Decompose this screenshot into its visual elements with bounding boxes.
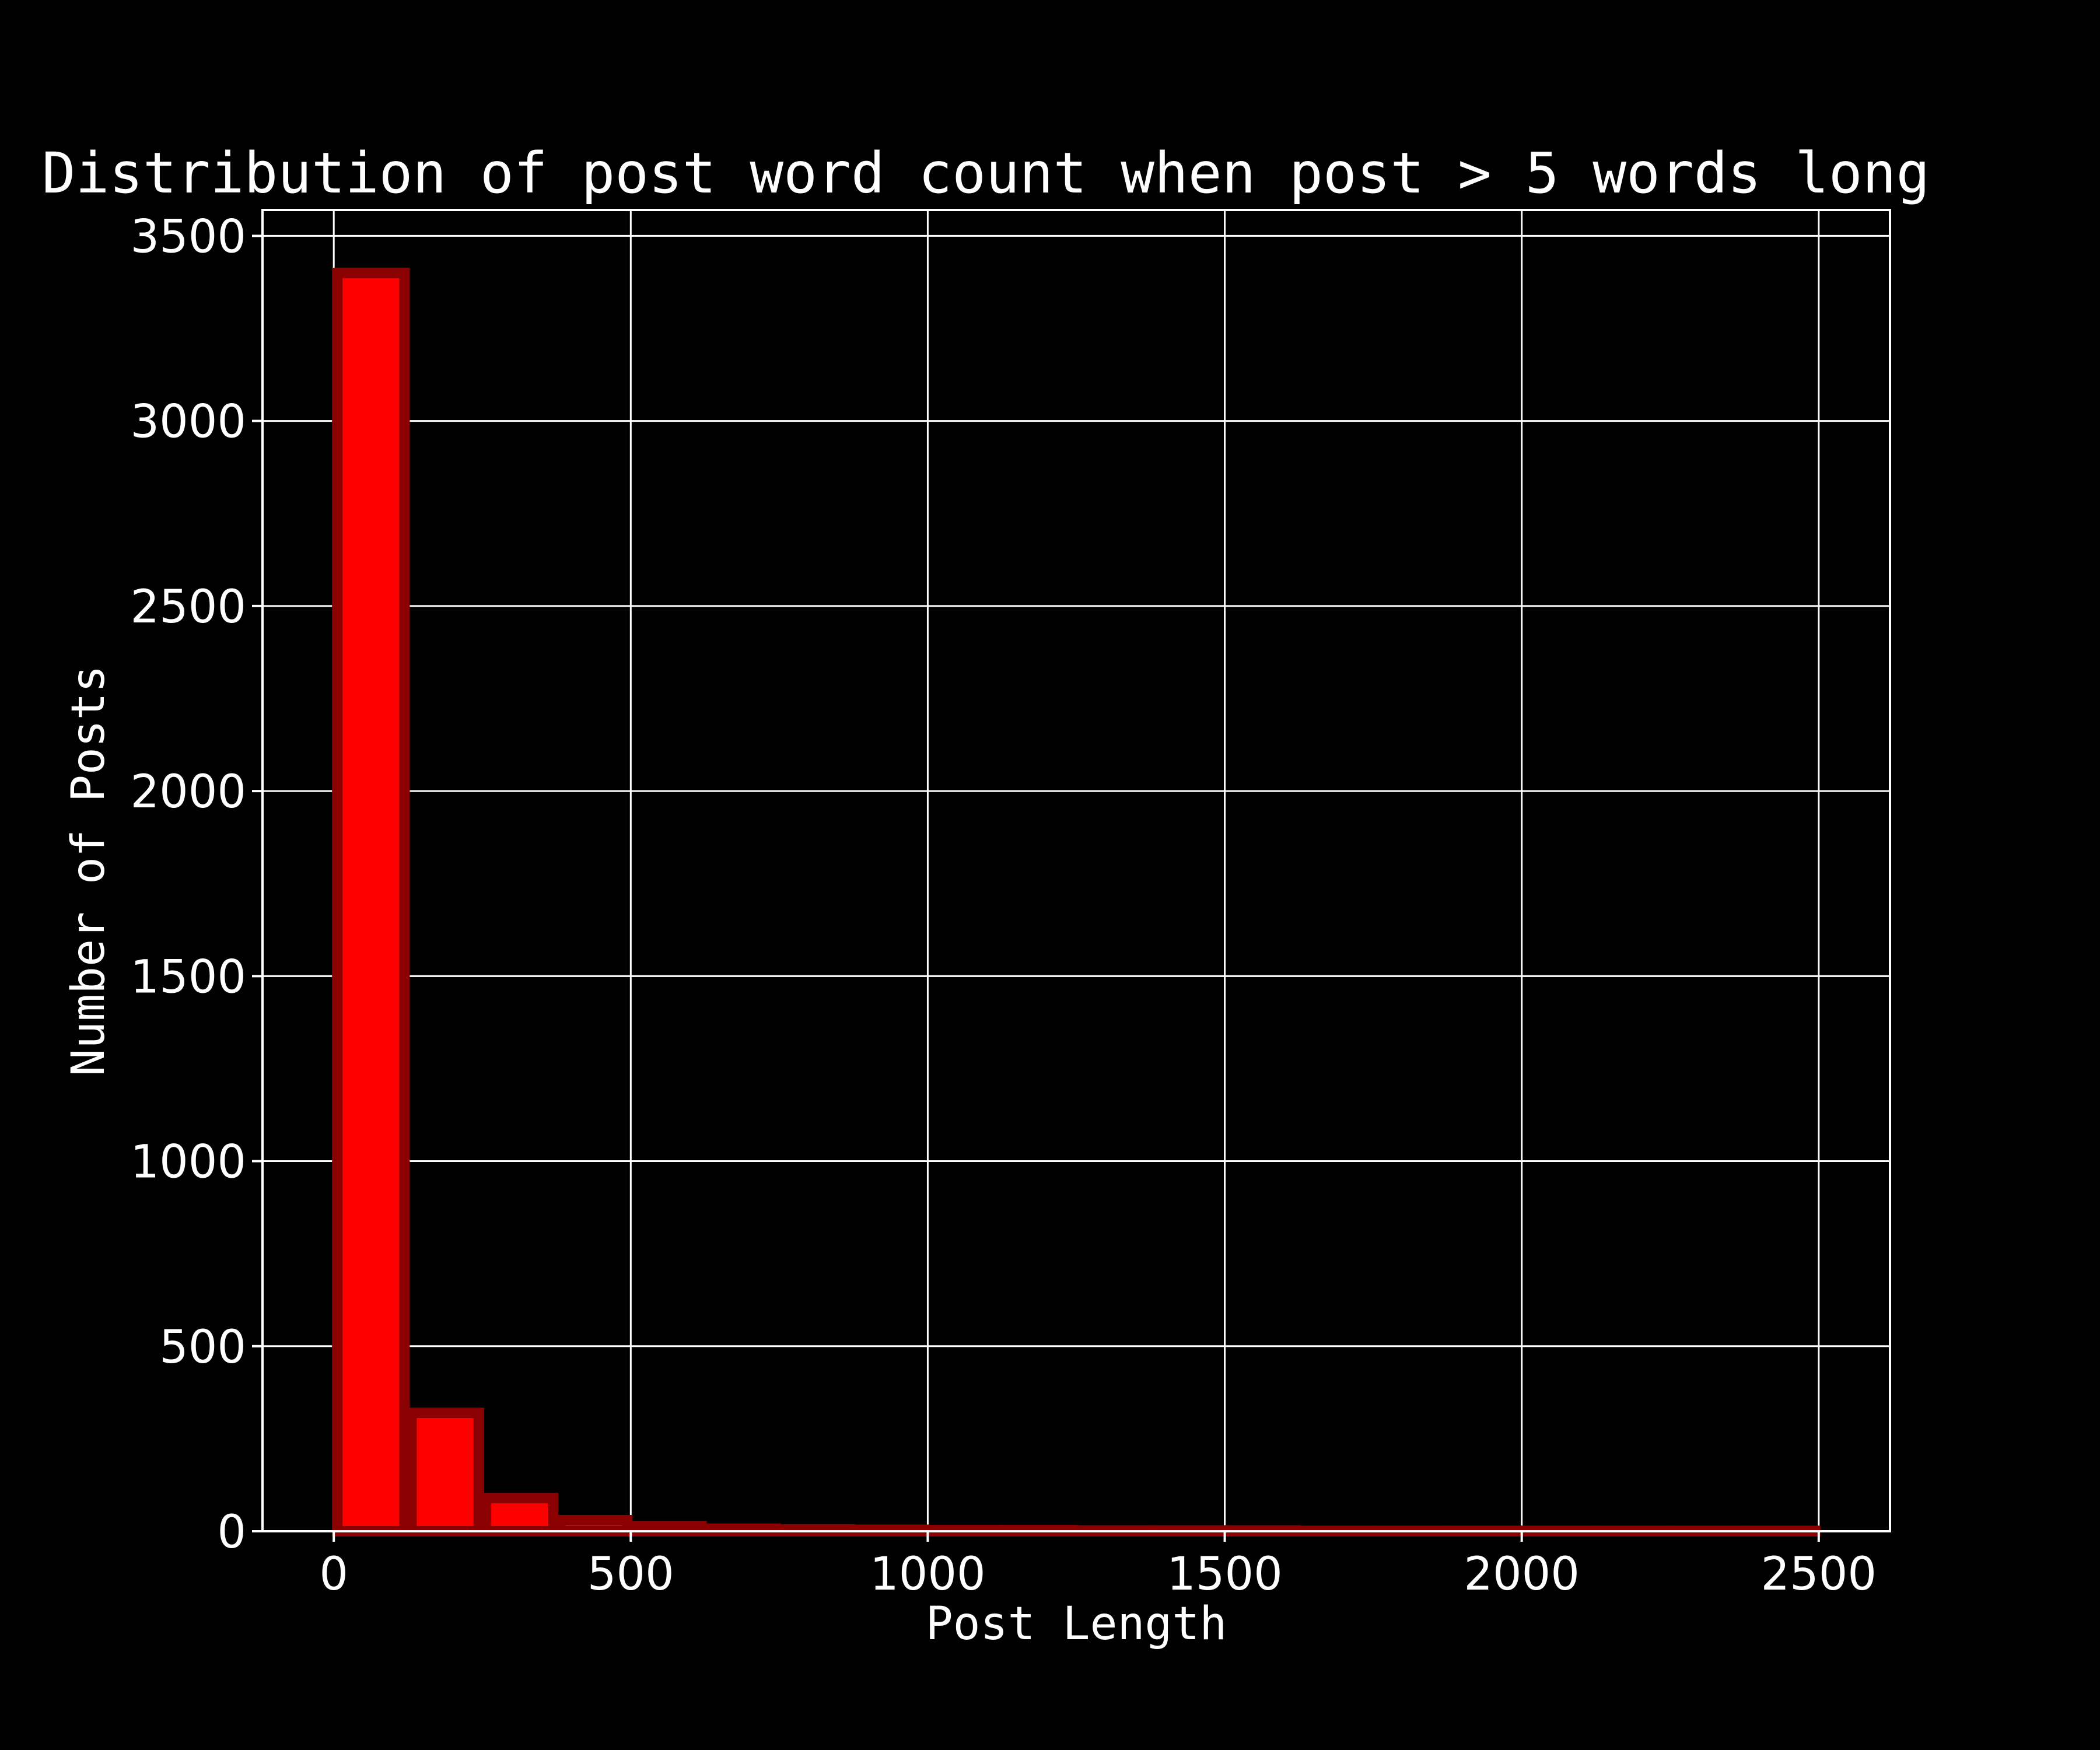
y-axis-label: Number of Posts [62, 665, 115, 1076]
y-tick-label: 3000 [130, 396, 246, 449]
chart-title: Distribution of post word count when pos… [42, 141, 1930, 206]
plot-area-frame [261, 209, 1891, 1532]
x-tick-label: 0 [319, 1548, 348, 1601]
x-tick-label: 1500 [1167, 1548, 1283, 1601]
y-tick-label: 2000 [130, 766, 246, 818]
x-tick-label: 500 [587, 1548, 674, 1601]
axis-ticks: 0 500 1000 1500 2000 2500 3000 3500 0 500 1000 1500… [130, 211, 1877, 1601]
y-tick-label: 500 [159, 1321, 246, 1374]
x-tick-label: 2000 [1464, 1548, 1580, 1601]
histogram-bar [332, 267, 410, 1536]
histogram-bar [480, 1492, 559, 1537]
x-tick-label: 1000 [870, 1548, 986, 1601]
y-tick-label: 3500 [130, 211, 246, 263]
histogram-bar [406, 1407, 484, 1537]
y-tick-label: 2500 [130, 581, 246, 634]
x-axis-label: Post Length [926, 1598, 1227, 1650]
y-tick-label: 0 [217, 1506, 246, 1559]
y-tick-label: 1500 [130, 951, 246, 1003]
y-tick-label: 1000 [130, 1136, 246, 1189]
grid [262, 210, 1890, 1532]
histogram-bar [555, 1514, 633, 1536]
x-tick-label: 2500 [1761, 1548, 1877, 1601]
